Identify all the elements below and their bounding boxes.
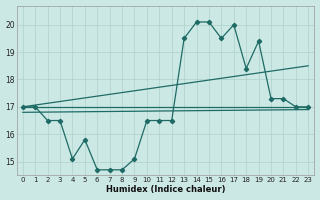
- X-axis label: Humidex (Indice chaleur): Humidex (Indice chaleur): [106, 185, 225, 194]
